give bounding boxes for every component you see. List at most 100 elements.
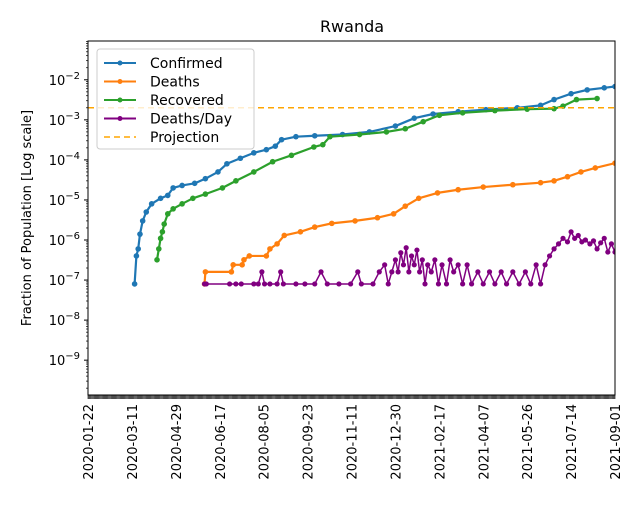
data-point-confirmed xyxy=(191,180,198,187)
x-tick-label: 2021-07-14 xyxy=(565,404,580,480)
data-point-deaths-day xyxy=(392,257,399,263)
data-point-deaths xyxy=(263,253,270,259)
data-point-confirmed xyxy=(411,115,418,121)
data-point-deaths-day xyxy=(598,240,604,246)
legend-label: Deaths xyxy=(150,75,200,91)
x-tick-label: 2020-06-17 xyxy=(214,404,229,480)
data-point-deaths-day xyxy=(389,269,395,275)
data-point-confirmed xyxy=(131,281,138,287)
data-point-deaths xyxy=(510,181,516,188)
data-point-confirmed xyxy=(202,175,209,182)
legend-item-deaths-day: Deaths/Day xyxy=(104,112,232,128)
data-point-deaths-day xyxy=(555,241,562,247)
data-point-deaths xyxy=(434,190,441,196)
data-point-confirmed xyxy=(157,195,164,202)
data-point-deaths-day xyxy=(528,281,534,287)
series-layer xyxy=(88,83,615,287)
data-point-confirmed xyxy=(612,83,615,90)
data-point-deaths-day xyxy=(447,257,453,263)
data-point-recovered xyxy=(436,112,443,119)
data-point-confirmed xyxy=(278,136,285,143)
data-point-recovered xyxy=(551,105,557,112)
data-point-confirmed xyxy=(224,160,230,167)
y-tick-label: 10−7 xyxy=(49,271,80,289)
data-point-deaths xyxy=(480,184,487,190)
data-point-deaths xyxy=(374,214,381,221)
data-point-recovered xyxy=(269,158,276,165)
data-point-deaths xyxy=(274,241,280,247)
data-point-deaths xyxy=(246,253,253,259)
series-recovered xyxy=(154,95,600,263)
data-point-deaths-day xyxy=(575,232,581,239)
data-point-recovered xyxy=(202,191,209,197)
data-point-deaths-day xyxy=(464,262,470,268)
data-point-deaths-day xyxy=(435,281,442,287)
data-point-deaths xyxy=(328,220,335,227)
data-point-deaths-day xyxy=(385,281,391,287)
legend: Confirmed Deaths Recovered Deaths/Day Projec… xyxy=(96,48,255,150)
legend-item-confirmed: Confirmed xyxy=(104,56,223,72)
legend-label: Deaths/Day xyxy=(150,112,232,128)
series-deaths-day xyxy=(201,229,615,287)
y-tick-label: 10−3 xyxy=(49,111,80,129)
data-point-deaths-day xyxy=(572,235,578,241)
data-point-recovered xyxy=(288,152,295,159)
y-tick-label: 10−9 xyxy=(49,351,80,369)
data-point-deaths-day xyxy=(503,281,510,287)
data-point-deaths xyxy=(281,232,288,239)
data-point-deaths xyxy=(592,165,599,171)
data-point-deaths xyxy=(311,224,318,230)
data-point-deaths-day xyxy=(370,281,376,287)
data-point-recovered xyxy=(159,229,166,235)
y-axis-label: Fraction of Population [Log scale] xyxy=(20,110,35,326)
data-point-confirmed xyxy=(272,143,279,149)
data-point-recovered xyxy=(170,206,176,212)
data-point-deaths-day xyxy=(302,281,308,287)
data-point-deaths xyxy=(228,269,235,275)
data-point-deaths xyxy=(267,246,273,252)
data-point-deaths-day xyxy=(417,269,423,275)
data-point-recovered xyxy=(233,178,239,184)
data-point-deaths xyxy=(537,179,544,186)
data-point-deaths-day xyxy=(546,253,553,259)
data-point-deaths xyxy=(390,211,397,217)
data-point-recovered xyxy=(356,131,363,138)
y-axis-ticks: 10−9 10−8 10−7 10−6 10−5 10−4 10−3 10−2 xyxy=(49,41,88,389)
data-point-confirmed xyxy=(148,201,155,207)
data-point-confirmed xyxy=(139,218,146,224)
data-point-deaths xyxy=(239,262,245,268)
data-point-deaths xyxy=(241,257,247,263)
data-point-recovered xyxy=(179,201,185,207)
data-point-confirmed xyxy=(537,102,544,109)
legend-label: Projection xyxy=(150,130,219,146)
y-tick-label: 10−6 xyxy=(49,231,80,249)
legend-marker xyxy=(117,97,123,103)
data-point-deaths xyxy=(402,203,409,209)
data-point-deaths-day xyxy=(318,269,324,275)
data-point-deaths-day xyxy=(251,281,257,287)
data-point-deaths xyxy=(612,160,615,166)
legend-item-recovered: Recovered xyxy=(104,93,224,109)
data-point-deaths-day xyxy=(564,239,571,245)
data-point-confirmed xyxy=(601,85,608,91)
y-tick-label: 10−2 xyxy=(49,71,80,89)
data-point-deaths-day xyxy=(516,281,522,287)
data-point-recovered xyxy=(156,246,162,252)
data-point-deaths-day xyxy=(280,281,286,287)
data-point-deaths-day xyxy=(274,281,280,287)
data-point-deaths-day xyxy=(406,269,412,275)
x-tick-label: 2020-01-22 xyxy=(82,404,97,480)
data-point-deaths-day xyxy=(538,281,544,287)
data-point-deaths-day xyxy=(522,269,528,275)
data-point-deaths xyxy=(352,218,358,224)
data-point-deaths-day xyxy=(293,281,299,287)
data-point-deaths-day xyxy=(395,269,401,275)
legend-label: Recovered xyxy=(150,93,224,109)
data-point-recovered xyxy=(251,169,257,175)
x-tick-label: 2020-09-23 xyxy=(302,404,317,480)
data-point-recovered xyxy=(161,221,167,227)
data-point-deaths-day xyxy=(594,246,600,252)
data-point-recovered xyxy=(383,129,390,135)
data-point-deaths-day xyxy=(267,281,273,287)
data-point-recovered xyxy=(573,96,580,103)
